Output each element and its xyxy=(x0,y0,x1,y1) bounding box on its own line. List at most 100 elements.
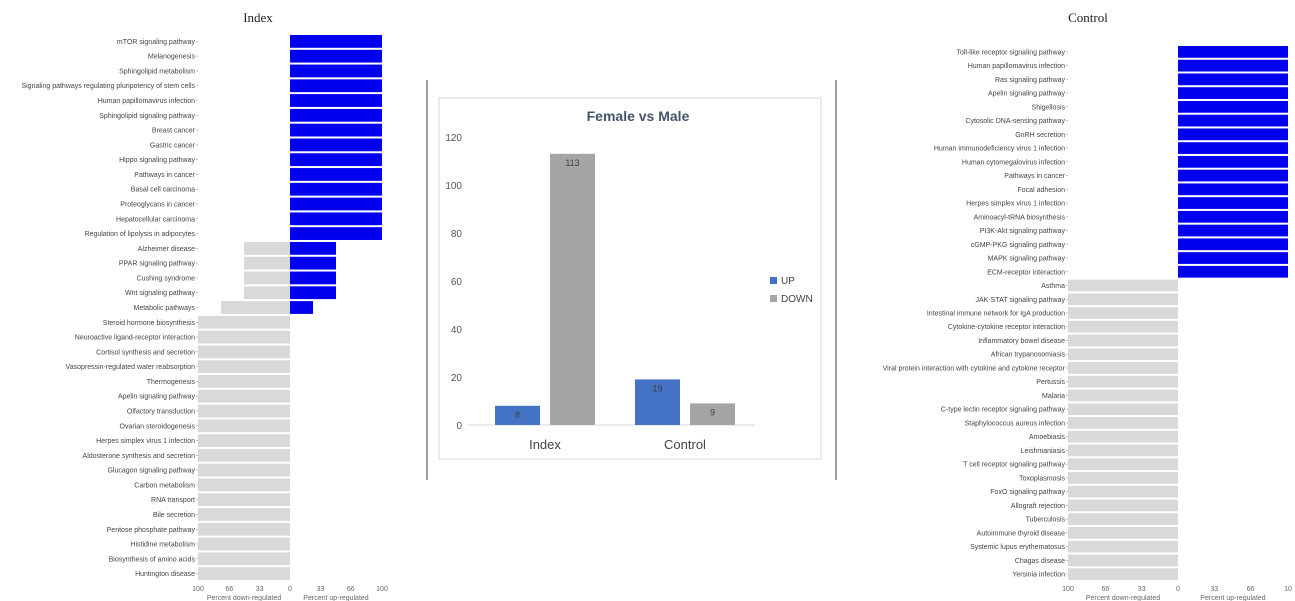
x-tick-label: 33 xyxy=(1210,586,1218,593)
category-label: Index xyxy=(529,437,561,452)
up-bar xyxy=(1178,155,1288,168)
down-bar xyxy=(198,478,290,492)
pathway-label: Apelin signaling pathway xyxy=(118,394,196,401)
female-vs-male-panel: Female vs Male 0 20 40 60 80 100 120 Index 8 113 Co… xyxy=(438,97,822,460)
pathway-label: Leishmaniasis xyxy=(1021,448,1066,455)
up-bar xyxy=(1178,183,1288,196)
down-bar xyxy=(1068,334,1178,347)
up-bar xyxy=(290,123,382,137)
x-tick-label: 0 xyxy=(288,586,292,593)
pathway-label: PPAR signaling pathway xyxy=(119,261,196,268)
pathway-label: Yersinia infection xyxy=(1012,572,1065,579)
pathway-label: Histidine metabolism xyxy=(130,542,195,549)
pathway-label: Asthma xyxy=(1041,283,1065,290)
pathway-label: C-type lectin receptor signaling pathway xyxy=(941,407,1066,414)
up-bar xyxy=(1178,73,1288,86)
x-tick-label: 33 xyxy=(256,586,264,593)
down-bar xyxy=(198,567,290,580)
pathway-label: Regulation of lipolysis in adipocytes xyxy=(84,231,195,238)
pathway-label: Carbon metabolism xyxy=(134,482,195,489)
down-bar xyxy=(1068,444,1178,457)
pathway-label: Steroid hormone biosynthesis xyxy=(103,320,196,327)
down-bar xyxy=(1068,389,1178,402)
down-bar xyxy=(198,404,290,418)
x-tick-label: 66 xyxy=(1102,586,1110,593)
down-bar xyxy=(198,522,290,536)
x-axis-label-down: Percent down-regulated xyxy=(1086,595,1160,601)
panel-title: Index xyxy=(243,10,273,25)
down-bar xyxy=(1068,499,1178,512)
pathway-label: cGMP-PKG signaling pathway xyxy=(971,242,1066,249)
down-bar xyxy=(198,508,290,521)
down-bar xyxy=(1068,430,1178,443)
pathway-label: Autoimmune thyroid disease xyxy=(977,530,1065,537)
index-pathway-panel: Index mTOR signaling pathway Melanogenesis… xyxy=(21,10,387,601)
pathway-label: Pertussis xyxy=(1036,379,1065,386)
up-bar xyxy=(290,35,382,48)
pathway-label: Allograft rejection xyxy=(1011,503,1065,510)
down-bar xyxy=(198,360,290,374)
up-bar xyxy=(290,49,382,63)
up-bar xyxy=(290,153,382,167)
down-bar xyxy=(1068,568,1178,580)
down-bar xyxy=(1068,375,1178,388)
up-bar xyxy=(290,286,336,300)
down-bar xyxy=(550,153,595,426)
up-bar xyxy=(1178,114,1288,127)
pathway-label: Intestinal immune network for IgA produc… xyxy=(927,311,1065,318)
up-bar xyxy=(1178,128,1288,141)
category-label: Control xyxy=(664,437,706,452)
control-pathway-panel: Control Toll-like receptor signaling path… xyxy=(883,10,1292,601)
down-bar xyxy=(1068,348,1178,361)
x-axis-label-up: Percent up-regulated xyxy=(1200,595,1265,601)
pathway-label: MAPK signaling pathway xyxy=(988,256,1066,263)
legend-label: UP xyxy=(781,276,795,287)
down-bar xyxy=(1068,513,1178,526)
pathway-label: Ovarian steroidogenesis xyxy=(120,423,196,430)
x-tick-label: 66 xyxy=(225,586,233,593)
pathway-label: Apelin signaling pathway xyxy=(988,91,1066,98)
pathway-label: Human papillomavirus infection xyxy=(98,98,195,105)
up-bar xyxy=(1178,59,1288,72)
down-bar xyxy=(1068,417,1178,429)
chart-frame xyxy=(438,97,822,460)
up-bar xyxy=(1178,252,1288,264)
up-bar xyxy=(290,227,382,240)
up-bar xyxy=(290,271,336,285)
y-tick-label: 100 xyxy=(445,181,462,192)
data-label: 9 xyxy=(710,407,715,417)
pathway-label: Cushing syndrome xyxy=(137,275,195,282)
data-label: 113 xyxy=(565,158,579,168)
y-tick-label: 20 xyxy=(451,373,463,384)
up-bar xyxy=(290,301,313,314)
down-bar xyxy=(198,537,290,551)
pathway-label: Viral protein interaction with cytokine … xyxy=(883,365,1066,372)
y-tick-label: 80 xyxy=(451,229,463,240)
legend-swatch xyxy=(770,277,777,284)
down-bar xyxy=(198,330,290,344)
pathway-label: JAK-STAT signaling pathway xyxy=(976,297,1066,304)
y-tick-label: 120 xyxy=(445,133,462,144)
x-tick-label: 66 xyxy=(1247,586,1255,593)
x-tick-label: 0 xyxy=(1176,586,1180,593)
up-bar xyxy=(1178,265,1288,278)
pathway-label: mTOR signaling pathway xyxy=(117,39,196,46)
down-bar xyxy=(1068,362,1178,374)
up-bar xyxy=(635,379,680,425)
pathway-label: Ras signaling pathway xyxy=(995,77,1066,84)
down-bar xyxy=(1068,554,1178,567)
pathway-label: Cytosolic DNA-sensing pathway xyxy=(965,118,1065,125)
down-bar xyxy=(198,463,290,477)
legend-swatch xyxy=(770,295,777,302)
down-bar xyxy=(198,434,290,447)
down-bar xyxy=(1068,472,1178,484)
x-tick-label: 33 xyxy=(316,586,324,593)
down-bar xyxy=(221,301,290,314)
down-bar xyxy=(1068,279,1178,292)
pathway-label: Huntington disease xyxy=(135,571,195,578)
up-bar xyxy=(1178,238,1288,251)
pathway-label: GnRH secretion xyxy=(1015,132,1065,139)
pathway-label: Vasopressin-regulated water reabsorption xyxy=(66,364,196,371)
up-bar xyxy=(1178,210,1288,223)
